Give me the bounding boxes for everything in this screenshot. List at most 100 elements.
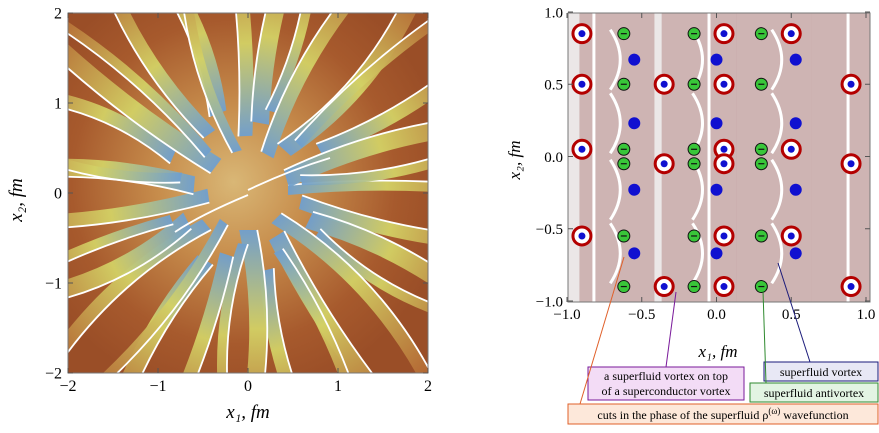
central-cut-line: [247, 157, 331, 191]
phase-streak: [315, 52, 428, 157]
combined-vortex-marker: [571, 73, 593, 95]
phase-streak: [98, 13, 216, 139]
phase-cut-line: [178, 13, 234, 154]
superfluid-vortex-dot: [789, 183, 802, 196]
central-cut-line: [174, 194, 249, 233]
phase-streak-band: [251, 13, 308, 125]
superfluid-vortex-core: [787, 30, 795, 38]
right-y-axis-label: x₂, fm: [505, 141, 524, 181]
right-axis-ticks: −1.0 −0.5 0.0 0.5 1.0 1.0 0.5 0.0 −0.5 −1.0: [536, 5, 876, 323]
phase-streak-band: [225, 13, 254, 137]
phase-streak: [299, 194, 428, 252]
superfluid-vortex-core: [720, 160, 728, 168]
phase-cut-line: [260, 13, 375, 152]
phase-streak: [315, 228, 428, 326]
y-tick-label: 0.5: [544, 78, 563, 94]
phase-streak-band: [261, 13, 386, 159]
phase-streak-band: [156, 252, 234, 373]
phase-cut-line: [250, 13, 291, 122]
phase-cut-line: [68, 175, 194, 196]
phase-streak-band: [277, 13, 424, 156]
phase-streak-band: [179, 13, 242, 153]
phase-cut-arc: [609, 158, 622, 221]
y-tick-label: 1: [54, 96, 62, 113]
left-phase-plot: −2 −1 0 1 2 2 1 0 −1 −2 x₁, fm x₂, fm: [6, 6, 432, 423]
antivortex-marker: [687, 27, 701, 41]
antivortex-marker: [687, 142, 701, 156]
x-tick-label: −1: [149, 378, 166, 395]
phase-streak: [300, 130, 428, 186]
phase-cut-line: [122, 264, 214, 373]
phase-streak-band: [68, 214, 174, 292]
phase-cut-line: [272, 268, 322, 373]
y-tick-label: 1.0: [544, 5, 563, 21]
x-tick-label: −1.0: [553, 307, 580, 323]
phase-streak: [68, 130, 183, 184]
phase-cut-arc: [691, 222, 704, 285]
superfluid-vortex-dot: [628, 117, 641, 130]
y-tick-label: −1: [45, 276, 62, 293]
right-vortex-markers: [571, 23, 862, 298]
left-x-axis-label: x₁, fm: [225, 402, 270, 423]
phase-cut-line: [250, 229, 269, 373]
antivortex-marker: [617, 157, 631, 171]
superfluid-vortex-core: [720, 80, 728, 88]
phase-cut-arc: [609, 222, 622, 285]
antivortex-marker: [617, 280, 631, 294]
cuts-label-superscript: (ω): [768, 406, 780, 416]
phase-streak: [178, 13, 242, 154]
phase-streak-band: [260, 268, 321, 373]
phase-cut-arc: [770, 158, 784, 221]
superfluid-vortex-dot: [710, 117, 723, 130]
sf-vortex-pointer: [777, 262, 811, 363]
phase-cut-line: [68, 223, 174, 293]
combo-box: [587, 366, 745, 401]
phase-band: [579, 13, 655, 302]
x-tick-label: 1.0: [857, 307, 876, 323]
superfluid-vortex-dot: [628, 53, 641, 66]
antivortex-marker: [617, 27, 631, 41]
phase-cut-arc: [609, 28, 622, 91]
phase-cut-line: [280, 212, 428, 373]
phase-streak: [68, 214, 174, 293]
combined-vortex-marker: [653, 153, 675, 175]
phase-cut-line: [98, 13, 205, 139]
phase-streak-band: [300, 130, 428, 186]
superfluid-vortex-core: [787, 145, 795, 153]
combined-vortex-marker: [780, 225, 802, 247]
phase-streak: [305, 211, 428, 318]
phase-streak-band: [233, 229, 268, 373]
superfluid-vortex-dot: [789, 53, 802, 66]
superfluid-vortex-core: [578, 30, 586, 38]
y-tick-label: −2: [45, 366, 62, 383]
phase-streak-band: [68, 219, 212, 368]
left-phase-streaks: [68, 13, 428, 373]
phase-cut-line: [264, 13, 311, 111]
superfluid-vortex-core: [660, 283, 668, 291]
y-tick-label: −1.0: [536, 294, 563, 310]
annotations: superfluid vortex superfluid antivortex …: [567, 256, 879, 425]
cuts-box: [567, 403, 879, 425]
phase-cut-line: [90, 224, 229, 373]
y-tick-label: 0: [54, 186, 62, 203]
superfluid-vortex-core: [787, 232, 795, 240]
superfluid-vortex-core: [578, 232, 586, 240]
phase-cut-line: [319, 228, 428, 318]
phase-cut-line: [68, 227, 192, 310]
antivortex-marker: [754, 77, 768, 91]
right-phase-bands: [579, 13, 870, 302]
combined-vortex-marker: [840, 276, 862, 298]
phase-cut-arc: [770, 222, 784, 285]
phase-streak-band: [294, 13, 428, 148]
antivortex-marker: [754, 229, 768, 243]
phase-streak: [83, 218, 229, 373]
phase-streak: [233, 229, 269, 373]
phase-streak: [260, 268, 322, 373]
antivortex-marker: [754, 157, 768, 171]
phase-cut-line: [276, 13, 411, 145]
superfluid-vortex-core: [660, 80, 668, 88]
phase-streak: [68, 14, 212, 158]
phase-streak: [283, 113, 428, 188]
phase-streak: [68, 188, 210, 231]
